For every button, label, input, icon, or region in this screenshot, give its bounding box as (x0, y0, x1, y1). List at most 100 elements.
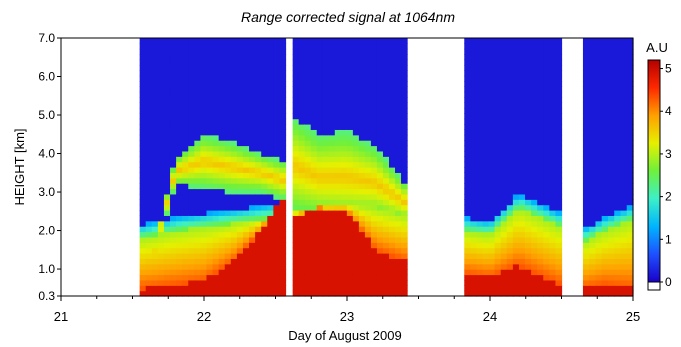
heatmap-cell (470, 236, 478, 243)
heatmap-cell (626, 231, 634, 238)
heatmap-cell (358, 38, 366, 44)
heatmap-cell (194, 253, 202, 259)
heatmap-cell (607, 150, 615, 157)
heatmap-cell (389, 86, 396, 93)
heatmap-cell (322, 253, 330, 259)
heatmap-cell (188, 167, 195, 173)
heatmap-cell (555, 118, 563, 125)
heatmap-cell (298, 258, 306, 265)
heatmap-cell (346, 86, 354, 93)
heatmap-cell (212, 258, 220, 265)
heatmap-cell (145, 285, 153, 292)
heatmap-cell (494, 172, 502, 179)
heatmap-cell (506, 118, 514, 125)
heatmap-cell (176, 242, 183, 249)
heatmap-cell (401, 204, 408, 211)
heatmap-cell (395, 113, 402, 120)
heatmap-cell (370, 253, 378, 259)
heatmap-cell (346, 129, 354, 136)
heatmap-cell (464, 204, 471, 211)
heatmap-cell (626, 64, 634, 71)
heatmap-cell (626, 145, 634, 152)
heatmap-cell (224, 38, 232, 44)
heatmap-cell (506, 113, 514, 120)
heatmap-cell (292, 129, 300, 136)
heatmap-cell (176, 59, 183, 66)
heatmap-cell (537, 97, 544, 104)
heatmap-cell (310, 59, 318, 66)
heatmap-cell (218, 285, 226, 292)
heatmap-cell (358, 161, 366, 168)
heatmap-cell (395, 172, 402, 179)
heatmap-cell (194, 86, 202, 93)
heatmap-cell (601, 86, 609, 93)
heatmap-cell (242, 150, 250, 157)
heatmap-cell (601, 64, 609, 71)
heatmap-cell (170, 220, 177, 227)
heatmap-cell (389, 97, 396, 104)
heatmap-cell (236, 167, 244, 173)
heatmap-cell (620, 167, 628, 173)
heatmap-cell (334, 215, 342, 222)
heatmap-cell (212, 48, 220, 55)
heatmap-cell (470, 113, 478, 120)
heatmap-cell (334, 269, 342, 276)
heatmap-cell (212, 269, 220, 276)
heatmap-cell (488, 102, 496, 109)
heatmap-cell (376, 134, 384, 141)
heatmap-cell (352, 54, 360, 61)
heatmap-cell (194, 107, 202, 114)
heatmap-cell (188, 38, 195, 44)
heatmap-cell (218, 140, 226, 147)
heatmap-cell (322, 64, 330, 71)
heatmap-cell (218, 231, 226, 238)
heatmap-cell (139, 118, 147, 125)
heatmap-cell (464, 64, 471, 71)
heatmap-cell (206, 140, 214, 147)
heatmap-cell (389, 199, 396, 206)
heatmap-cell (395, 43, 402, 50)
heatmap-cell (139, 172, 147, 179)
heatmap-cell (182, 54, 189, 61)
heatmap-cell (267, 150, 274, 157)
heatmap-cell (358, 97, 366, 104)
heatmap-cell (488, 215, 496, 222)
heatmap-cell (346, 156, 354, 163)
heatmap-cell (218, 258, 226, 265)
heatmap-cell (482, 59, 490, 66)
heatmap-cell (470, 193, 478, 200)
heatmap-cell (224, 177, 232, 184)
heatmap-cell (322, 263, 330, 270)
heatmap-cell (470, 167, 478, 173)
heatmap-cell (334, 129, 342, 136)
heatmap-cell (506, 124, 514, 130)
heatmap-cell (607, 64, 615, 71)
heatmap-cell (476, 75, 484, 82)
heatmap-cell (176, 290, 183, 297)
heatmap-cell (525, 64, 532, 71)
heatmap-cell (145, 113, 153, 120)
heatmap-cell (176, 258, 183, 265)
heatmap-cell (601, 210, 609, 216)
heatmap-cell (525, 81, 532, 87)
heatmap-cell (589, 167, 597, 173)
heatmap-cell (601, 129, 609, 136)
heatmap-cell (476, 188, 484, 195)
heatmap-cell (322, 279, 330, 286)
heatmap-cell (242, 231, 250, 238)
heatmap-cell (346, 279, 354, 286)
heatmap-cell (218, 150, 226, 157)
heatmap-cell (555, 75, 563, 82)
heatmap-cell (395, 161, 402, 168)
heatmap-cell (151, 177, 159, 184)
heatmap-cell (176, 86, 183, 93)
heatmap-cell (488, 156, 496, 163)
heatmap-cell (614, 129, 622, 136)
heatmap-cell (488, 226, 496, 233)
heatmap-cell (488, 81, 496, 87)
heatmap-cell (194, 263, 202, 270)
heatmap-cell (242, 81, 250, 87)
heatmap-cell (614, 247, 622, 254)
heatmap-cell (470, 64, 478, 71)
heatmap-cell (614, 199, 622, 206)
